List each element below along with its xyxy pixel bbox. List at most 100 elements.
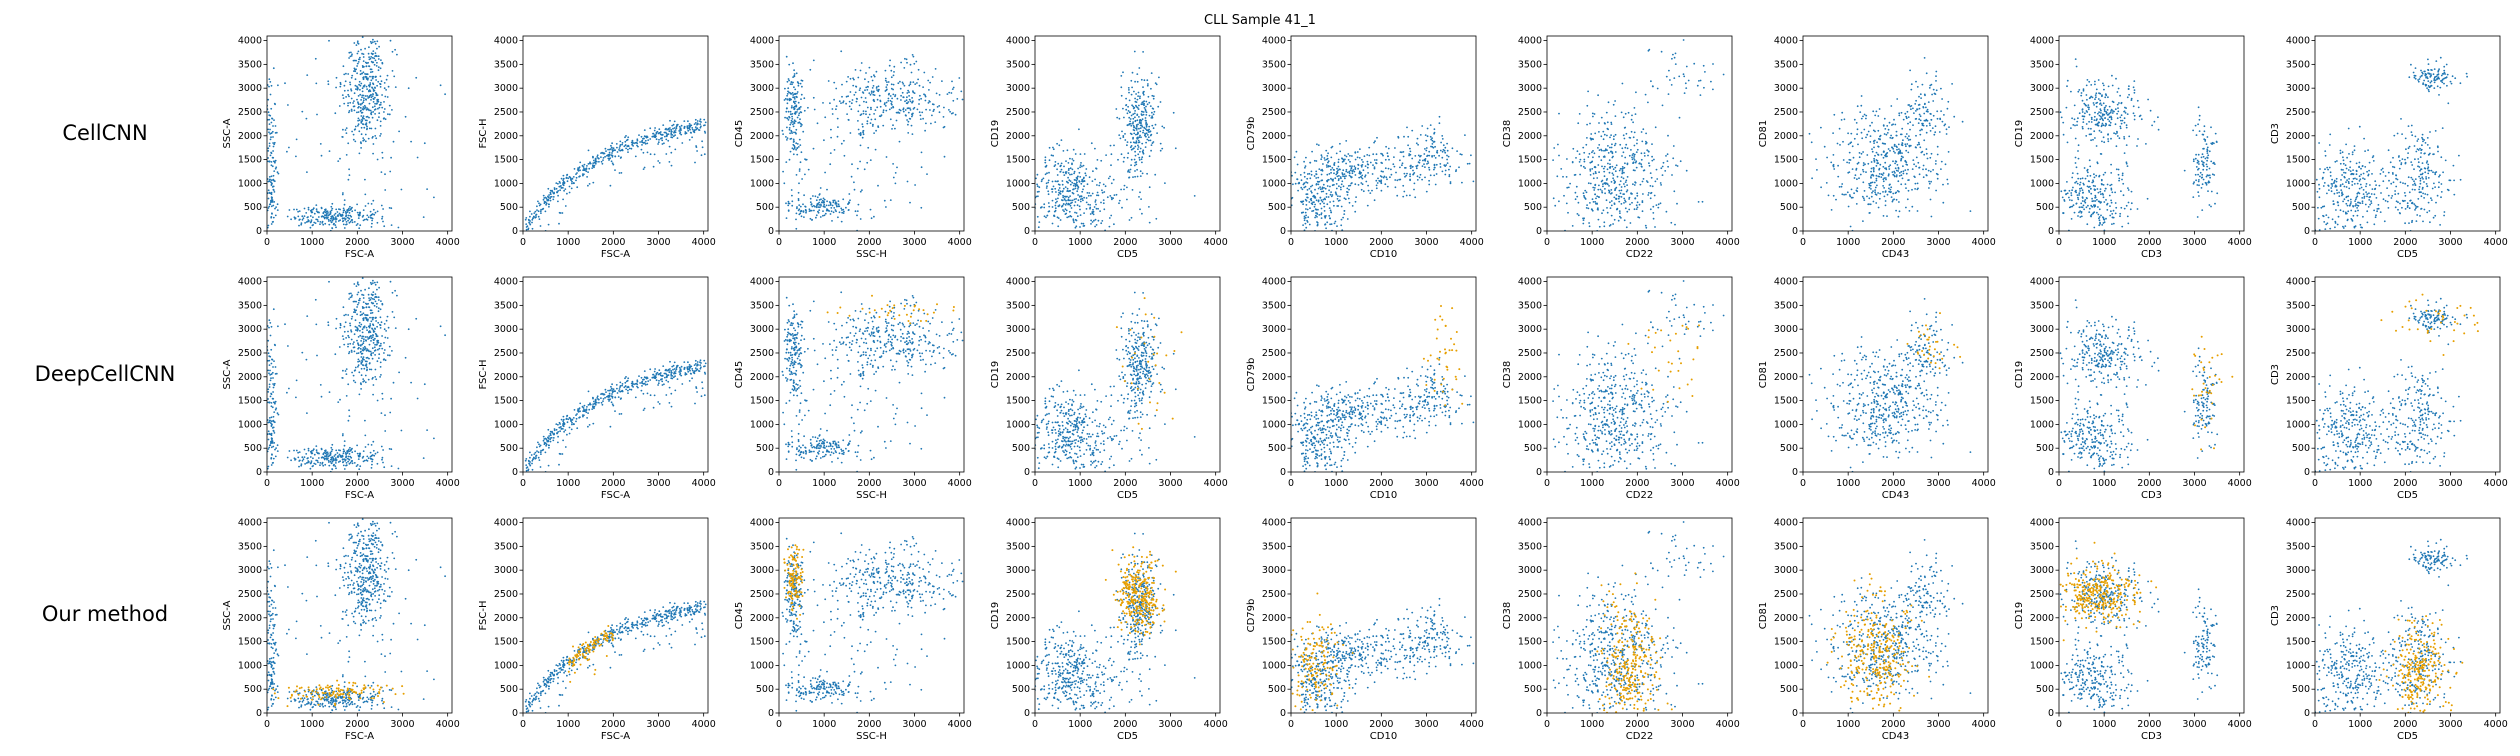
data-point — [1140, 158, 1143, 161]
data-point — [1359, 148, 1361, 150]
data-point — [845, 80, 848, 83]
data-point — [1336, 167, 1338, 170]
data-point — [1424, 176, 1426, 179]
data-point — [1324, 187, 1327, 190]
data-point — [1148, 101, 1151, 104]
data-point — [1576, 195, 1579, 198]
data-point — [1310, 173, 1313, 176]
data-point — [831, 108, 834, 110]
data-point — [700, 121, 702, 123]
data-point — [643, 129, 646, 131]
data-point — [1909, 128, 1911, 131]
data-point — [1875, 151, 1878, 154]
data-point — [1304, 166, 1306, 169]
data-point — [1067, 181, 1069, 184]
data-point — [892, 83, 895, 86]
data-point — [1635, 160, 1638, 163]
data-point — [1330, 177, 1332, 180]
data-point — [369, 75, 371, 78]
data-point — [588, 167, 591, 170]
data-point — [343, 217, 346, 220]
data-point — [1330, 195, 1333, 198]
data-point — [1139, 127, 1142, 129]
data-point — [1631, 156, 1633, 159]
data-point — [787, 110, 790, 113]
data-point — [327, 80, 330, 83]
data-point — [1137, 148, 1139, 150]
data-point — [319, 221, 322, 223]
data-point — [2092, 138, 2094, 141]
data-point — [1065, 199, 1067, 202]
data-point — [1037, 195, 1039, 198]
data-point — [439, 84, 442, 87]
data-point — [904, 109, 907, 111]
data-point — [1313, 195, 1315, 198]
data-point — [359, 88, 361, 91]
data-point — [615, 143, 618, 145]
data-point — [2114, 123, 2117, 126]
data-point — [2111, 112, 2114, 114]
data-point — [628, 147, 631, 150]
data-point — [381, 94, 383, 96]
data-point — [549, 197, 551, 200]
data-point — [397, 226, 400, 229]
data-point — [301, 215, 304, 218]
data-point — [541, 208, 544, 211]
data-point — [836, 205, 838, 208]
data-point — [1337, 158, 1340, 161]
data-point — [1853, 177, 1856, 179]
data-point — [366, 125, 368, 128]
data-point — [1449, 182, 1452, 185]
data-point — [1071, 168, 1074, 171]
data-point — [1375, 187, 1378, 190]
data-point — [1848, 151, 1851, 154]
data-point — [1145, 121, 1148, 124]
data-point — [1077, 194, 1079, 196]
data-point — [1710, 80, 1712, 83]
data-point — [905, 99, 908, 102]
data-point — [798, 168, 801, 171]
data-point — [371, 222, 373, 225]
data-point — [1341, 172, 1344, 174]
x-tick-label: 2000 — [1625, 237, 1649, 248]
data-point — [1055, 198, 1057, 201]
data-point — [362, 71, 365, 74]
data-point — [587, 184, 589, 187]
data-point — [1601, 191, 1604, 194]
data-point — [1594, 171, 1597, 173]
data-point — [1138, 116, 1140, 118]
y-tick-label: 1500 — [750, 155, 774, 166]
data-point — [1149, 105, 1152, 107]
data-point — [1912, 159, 1915, 161]
data-point — [1110, 214, 1113, 217]
data-point — [1447, 155, 1450, 158]
x-axis-label: CD10 — [1370, 249, 1397, 260]
data-point — [1623, 197, 1626, 200]
data-point — [330, 221, 333, 224]
data-point — [366, 78, 369, 81]
data-point — [836, 135, 839, 138]
data-point — [1609, 136, 1611, 139]
data-point — [362, 99, 365, 102]
data-point — [1338, 185, 1340, 188]
data-point — [1662, 161, 1665, 164]
data-point — [1614, 181, 1616, 184]
data-point — [1915, 165, 1917, 168]
data-point — [936, 106, 939, 108]
data-point — [1657, 206, 1660, 209]
data-point — [1130, 148, 1133, 151]
data-point — [1567, 211, 1569, 214]
data-point — [1373, 199, 1376, 202]
data-point — [1569, 182, 1571, 185]
data-point — [1128, 123, 1130, 126]
data-point — [1097, 219, 1100, 222]
data-point — [2066, 85, 2068, 88]
data-point — [1130, 133, 1133, 136]
data-point — [877, 184, 879, 187]
data-point — [1139, 97, 1141, 100]
data-point — [912, 55, 915, 58]
data-point — [1051, 206, 1054, 208]
data-point — [1848, 162, 1851, 164]
data-point — [1574, 173, 1577, 176]
data-point — [859, 218, 862, 220]
